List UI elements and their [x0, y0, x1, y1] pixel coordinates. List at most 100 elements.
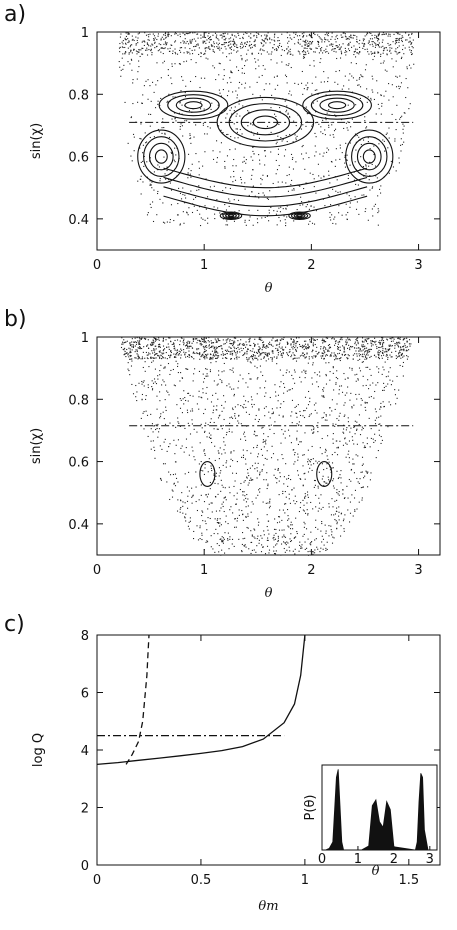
sea-point: [382, 352, 384, 354]
sea-point: [354, 509, 356, 511]
sea-point: [266, 38, 268, 40]
sea-point: [170, 351, 172, 354]
sea-point: [282, 433, 284, 435]
sea-point: [191, 356, 193, 358]
sea-point: [164, 41, 167, 43]
sea-point: [147, 386, 149, 389]
sea-point: [286, 390, 288, 392]
sea-point: [159, 374, 161, 376]
sea-point: [125, 35, 128, 37]
sea-point: [204, 77, 206, 79]
sea-point: [166, 481, 168, 483]
sea-point: [141, 337, 143, 339]
sea-point: [178, 63, 180, 65]
sea-point: [205, 368, 207, 370]
sea-point: [394, 50, 396, 52]
sea-point: [334, 344, 336, 346]
sea-point: [388, 344, 390, 346]
sea-point: [259, 488, 261, 490]
sea-point: [246, 468, 249, 471]
sea-point: [223, 538, 225, 540]
sea-point: [356, 355, 358, 357]
sea-point: [372, 186, 374, 188]
sea-point: [326, 548, 328, 551]
sea-point: [180, 399, 182, 401]
sea-point: [350, 36, 352, 38]
sea-point: [191, 38, 193, 41]
sea-point: [234, 480, 236, 482]
sea-point: [403, 355, 405, 357]
sea-point: [313, 65, 315, 67]
sea-point: [196, 189, 198, 191]
sea-point: [201, 397, 203, 399]
sea-point: [183, 61, 185, 63]
sea-point: [381, 338, 383, 340]
sea-point: [386, 54, 388, 56]
sea-point: [204, 348, 206, 350]
sea-point: [154, 353, 156, 355]
sea-point: [224, 343, 226, 345]
sea-point: [280, 54, 282, 57]
y-tick-label: 1: [81, 26, 89, 41]
sea-point: [203, 357, 205, 359]
sea-point: [179, 380, 181, 382]
sea-point: [139, 343, 141, 345]
sea-point: [269, 500, 271, 502]
sea-point: [204, 358, 206, 360]
sea-point: [229, 149, 231, 151]
sea-point: [238, 87, 240, 89]
sea-point: [283, 392, 285, 394]
sea-point: [147, 435, 149, 438]
sea-point: [199, 86, 201, 89]
sea-point: [180, 123, 182, 125]
sea-point: [321, 541, 323, 543]
sea-point: [223, 42, 225, 44]
sea-point: [212, 354, 214, 357]
sea-point: [343, 127, 345, 130]
sea-point: [364, 401, 366, 403]
sea-point: [167, 34, 169, 36]
sea-point: [223, 39, 225, 41]
sea-point: [277, 84, 279, 86]
sea-point: [199, 354, 201, 356]
sea-point: [212, 356, 214, 358]
sea-point: [309, 64, 311, 66]
sea-point: [351, 118, 353, 120]
sea-point: [305, 372, 307, 375]
sea-point: [382, 389, 384, 391]
sea-point: [256, 36, 258, 39]
sea-point: [379, 423, 381, 425]
sea-point: [119, 46, 121, 48]
sea-point: [305, 528, 308, 530]
sea-point: [332, 467, 334, 469]
sea-point: [298, 424, 300, 426]
sea-point: [323, 396, 325, 398]
sea-point: [344, 351, 346, 353]
sea-point: [237, 137, 239, 139]
sea-point: [248, 338, 250, 340]
sea-point: [165, 37, 167, 39]
sea-point: [293, 369, 296, 371]
sea-point: [162, 345, 165, 347]
sea-point: [296, 416, 298, 418]
sea-point: [282, 349, 284, 351]
sea-point: [180, 372, 182, 374]
y-tick-label: 6: [81, 687, 89, 702]
sea-point: [189, 517, 191, 519]
sea-point: [268, 533, 270, 535]
sea-point: [229, 47, 231, 49]
sea-point: [302, 144, 304, 147]
sea-point: [131, 358, 133, 360]
sea-point: [353, 472, 355, 474]
sea-point: [263, 344, 265, 346]
sea-point: [199, 213, 201, 215]
sea-point: [154, 337, 156, 339]
sea-point: [140, 49, 142, 51]
sea-point: [396, 397, 398, 399]
sea-point: [213, 355, 216, 357]
sea-point: [371, 163, 373, 166]
sea-point: [260, 358, 262, 360]
sea-point: [408, 64, 411, 66]
sea-point: [395, 170, 397, 172]
sea-point: [210, 546, 212, 548]
